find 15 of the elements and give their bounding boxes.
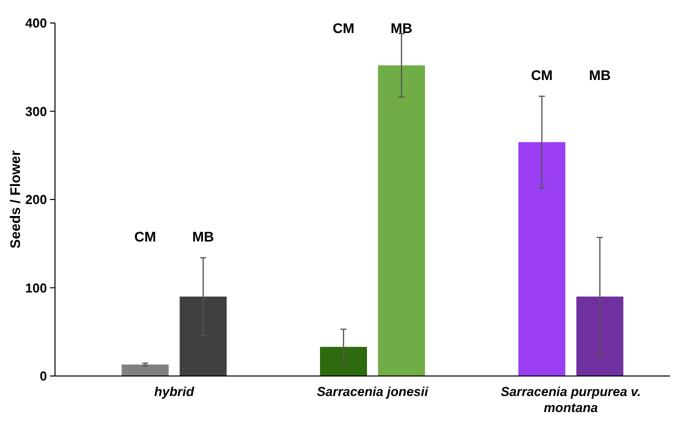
text: CM <box>530 67 553 84</box>
y-tick-label: 300 <box>25 104 47 119</box>
y-tick-label: 400 <box>25 16 47 31</box>
x-tick-label: Sarracenia purpurea v. montana <box>500 384 641 415</box>
text: CM <box>332 20 354 36</box>
x-tick-label: hybrid <box>154 384 196 399</box>
text: MB <box>390 20 412 36</box>
y-tick-label: 200 <box>25 192 47 208</box>
x-tick-label: Sarracenia jonesii <box>316 384 429 399</box>
y-tick-label: 0 <box>40 368 47 384</box>
text: CM <box>134 228 156 245</box>
y-axis-title: Seeds / Flower <box>7 150 23 249</box>
y-tick-label: 100 <box>25 280 47 296</box>
text: MB <box>588 67 611 84</box>
text: MB <box>192 228 214 245</box>
